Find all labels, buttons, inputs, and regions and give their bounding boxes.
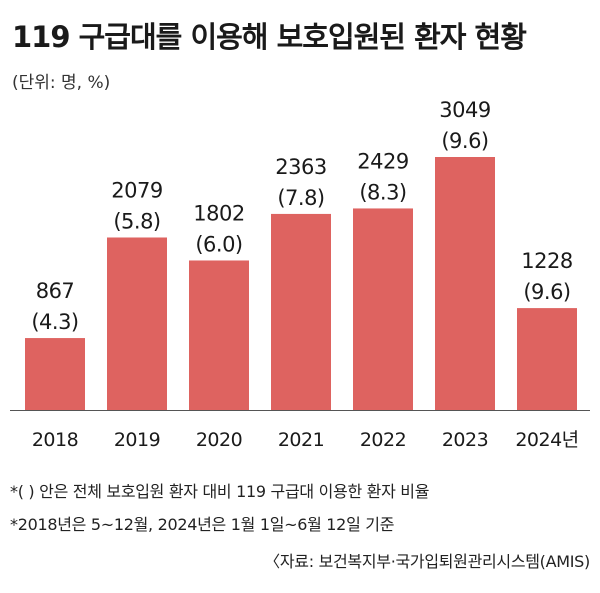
value-label-2022: 2429: [357, 149, 408, 173]
footnote-period: *2018년은 5~12월, 2024년은 1월 1일~6월 12일 기준: [10, 515, 395, 534]
ratio-label-2022: (8.3): [359, 180, 406, 204]
tick-label-2022: 2022: [360, 429, 406, 451]
bar-2021: [271, 213, 331, 410]
tick-label-2019: 2019: [114, 429, 160, 451]
tick-label-2023: 2023: [442, 429, 488, 451]
bar-2023: [435, 157, 495, 410]
ratio-label-2019: (5.8): [113, 209, 160, 233]
bar-2019: [107, 237, 167, 410]
bar-2020: [189, 260, 249, 410]
tick-label-2021: 2021: [278, 429, 324, 451]
tick-label-2018: 2018: [32, 429, 78, 451]
tick-label-2020: 2020: [196, 429, 242, 451]
value-label-2024년: 1228: [521, 249, 572, 273]
tick-label-2024년: 2024년: [515, 429, 578, 451]
ratio-label-2024년: (9.6): [523, 280, 570, 304]
value-label-2019: 2079: [111, 178, 162, 202]
ratio-label-2021: (7.8): [277, 186, 324, 210]
ratio-label-2020: (6.0): [195, 232, 242, 256]
ratio-label-2018: (4.3): [31, 310, 78, 334]
bar-2022: [353, 208, 413, 410]
value-label-2018: 867: [36, 279, 75, 303]
value-label-2020: 1802: [193, 201, 244, 225]
source-label: 〈자료: 보건복지부·국가입퇴원관리시스템(AMIS): [264, 552, 590, 571]
value-label-2023: 3049: [439, 98, 490, 122]
bar-chart: 867 (4.3) 2018 2079 (5.8) 2019 1802 (6.0) 2020 23…: [10, 98, 590, 451]
footnote-ratio: *( ) 안은 전체 보호입원 환자 대비 119 구급대 이용한 환자 비율: [10, 482, 430, 501]
bar-2024년: [517, 308, 577, 410]
bar-2018: [25, 338, 85, 410]
value-label-2021: 2363: [275, 155, 326, 179]
chart-title: 119 구급대를 이용해 보호입원된 환자 현황: [12, 20, 527, 54]
ratio-label-2023: (9.6): [441, 129, 488, 153]
unit-label: (단위: 명, %): [12, 73, 111, 93]
